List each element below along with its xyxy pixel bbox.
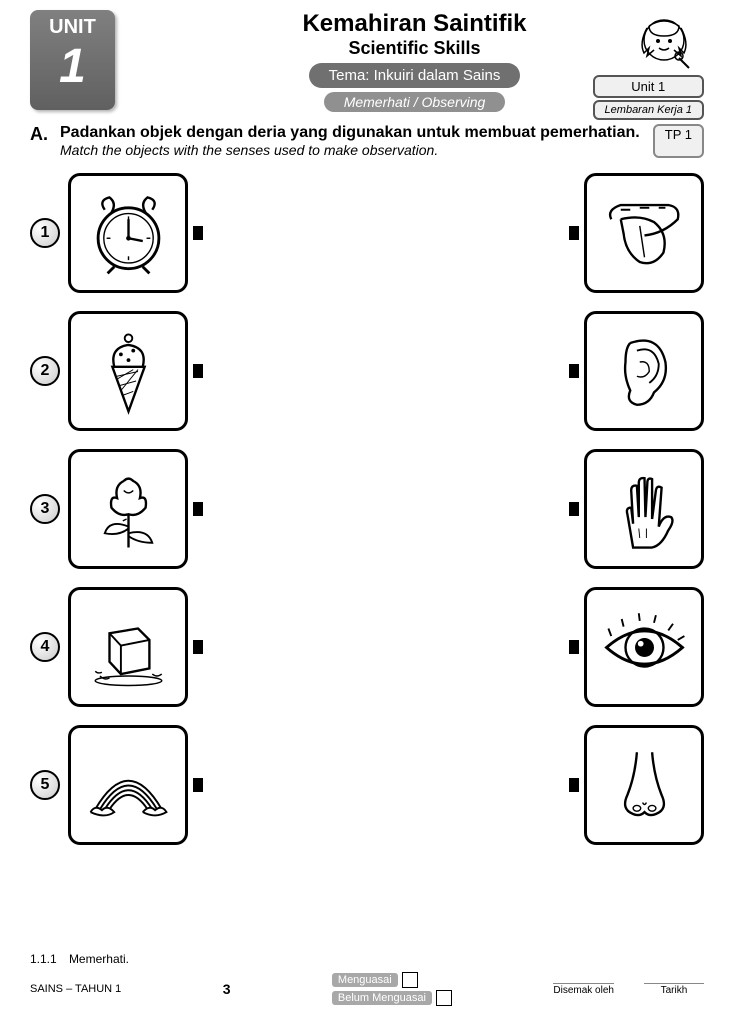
rose-icon <box>81 462 176 557</box>
match-row: 3 <box>30 449 704 569</box>
left-item-group: 3 <box>30 449 203 569</box>
left-item-group: 4 <box>30 587 203 707</box>
right-item-group <box>569 173 704 293</box>
matching-area: 1 2 3 <box>30 173 704 845</box>
footer-ref-text: Memerhati. <box>69 952 129 966</box>
instruction-letter: A. <box>30 124 48 158</box>
left-item-group: 2 <box>30 311 203 431</box>
footer-subject: SAINS – TAHUN 1 <box>30 983 121 995</box>
nose-icon <box>597 738 692 833</box>
object-card-alarm-clock[interactable] <box>68 173 188 293</box>
object-card-rose[interactable] <box>68 449 188 569</box>
item-number: 5 <box>30 770 60 800</box>
check-pass-box[interactable] <box>402 972 418 988</box>
match-row: 2 <box>30 311 704 431</box>
ear-icon <box>597 324 692 419</box>
item-number: 3 <box>30 494 60 524</box>
connector-left[interactable] <box>193 778 203 792</box>
check-fail-label: Belum Menguasai <box>332 991 432 1005</box>
sense-card-hand[interactable] <box>584 449 704 569</box>
unit-number: 1 <box>30 39 115 94</box>
connector-right[interactable] <box>569 364 579 378</box>
sense-card-nose[interactable] <box>584 725 704 845</box>
tp-badge: TP 1 <box>653 124 704 158</box>
match-row: 4 <box>30 587 704 707</box>
ice-cream-icon <box>81 324 176 419</box>
connector-left[interactable] <box>193 640 203 654</box>
footer-ref-code: 1.1.1 <box>30 952 57 966</box>
right-item-group <box>569 449 704 569</box>
left-item-group: 5 <box>30 725 203 845</box>
right-item-group <box>569 725 704 845</box>
mastery-checkboxes: Menguasai Belum Menguasai <box>332 972 452 1006</box>
theme-pill: Tema: Inkuiri dalam Sains <box>309 63 521 88</box>
match-row: 5 <box>30 725 704 845</box>
right-item-group <box>569 311 704 431</box>
connector-right[interactable] <box>569 778 579 792</box>
instruction-sub: Match the objects with the senses used t… <box>60 142 641 158</box>
sense-card-eye[interactable] <box>584 587 704 707</box>
connector-right[interactable] <box>569 502 579 516</box>
instruction-block: A. Padankan objek dengan deria yang digu… <box>30 124 704 158</box>
alarm-clock-icon <box>81 186 176 281</box>
tongue-icon <box>597 186 692 281</box>
item-number: 1 <box>30 218 60 248</box>
object-card-ice-cube[interactable] <box>68 587 188 707</box>
signature-group: Disemak oleh Tarikh <box>553 983 704 996</box>
title-main: Kemahiran Saintifik <box>125 10 704 38</box>
connector-left[interactable] <box>193 226 203 240</box>
check-fail-box[interactable] <box>436 990 452 1006</box>
connector-left[interactable] <box>193 502 203 516</box>
connector-right[interactable] <box>569 640 579 654</box>
unit-badge: UNIT 1 <box>30 10 115 110</box>
match-row: 1 <box>30 173 704 293</box>
unit-label: UNIT <box>30 16 115 39</box>
item-number: 2 <box>30 356 60 386</box>
sense-card-tongue[interactable] <box>584 173 704 293</box>
left-item-group: 1 <box>30 173 203 293</box>
hand-icon <box>597 462 692 557</box>
connector-left[interactable] <box>193 364 203 378</box>
rainbow-icon <box>81 738 176 833</box>
page-number: 3 <box>223 981 231 997</box>
sense-card-ear[interactable] <box>584 311 704 431</box>
right-item-group <box>569 587 704 707</box>
title-sub: Scientific Skills <box>125 38 704 59</box>
worksheet-footer: 1.1.1 Memerhati. SAINS – TAHUN 1 3 Mengu… <box>30 952 704 1006</box>
subtheme-pill: Memerhati / Observing <box>324 92 506 112</box>
mascot-icon <box>629 8 699 73</box>
item-number: 4 <box>30 632 60 662</box>
object-card-rainbow[interactable] <box>68 725 188 845</box>
object-card-ice-cream[interactable] <box>68 311 188 431</box>
ice-cube-icon <box>81 600 176 695</box>
sig-checked: Disemak oleh <box>553 983 614 996</box>
connector-right[interactable] <box>569 226 579 240</box>
instruction-main: Padankan objek dengan deria yang digunak… <box>60 124 641 142</box>
worksheet-ref-badge: Lembaran Kerja 1 <box>593 100 704 120</box>
sig-date: Tarikh <box>644 983 704 996</box>
right-badges: Unit 1 Lembaran Kerja 1 <box>593 75 704 122</box>
eye-icon <box>597 600 692 695</box>
unit-ref-badge: Unit 1 <box>593 75 704 98</box>
check-pass-label: Menguasai <box>332 973 398 987</box>
